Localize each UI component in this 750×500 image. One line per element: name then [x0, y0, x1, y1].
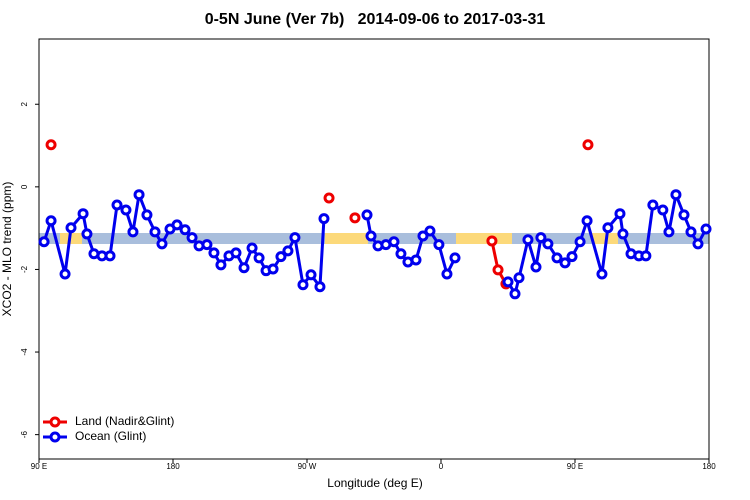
x-tick-label: 180 — [166, 462, 180, 471]
data-point — [323, 192, 335, 204]
x-tick-label: 90 E — [31, 462, 47, 471]
data-point — [388, 236, 400, 248]
data-point — [566, 251, 578, 263]
data-point — [59, 268, 71, 280]
data-point — [171, 219, 183, 231]
data-point — [289, 232, 301, 244]
data-point — [663, 226, 675, 238]
data-point — [640, 250, 652, 262]
data-point — [120, 204, 132, 216]
data-point — [111, 199, 123, 211]
data-point — [133, 189, 145, 201]
data-point — [45, 215, 57, 227]
data-point — [365, 230, 377, 242]
data-point — [361, 209, 373, 221]
y-tick-label: -2 — [20, 265, 29, 273]
data-point — [685, 226, 697, 238]
data-point — [410, 254, 422, 266]
data-point — [314, 281, 326, 293]
legend-marker — [49, 431, 61, 443]
legend-marker — [49, 416, 61, 428]
data-point — [208, 247, 220, 259]
data-point — [305, 269, 317, 281]
data-point — [149, 226, 161, 238]
y-tick-label: -6 — [20, 431, 29, 439]
data-point — [647, 199, 659, 211]
data-point — [318, 213, 330, 225]
data-point — [238, 262, 250, 274]
data-point — [486, 235, 498, 247]
data-point — [81, 228, 93, 240]
data-point — [179, 224, 191, 236]
data-point — [127, 226, 139, 238]
data-point — [559, 257, 571, 269]
data-point — [551, 252, 563, 264]
data-point — [582, 139, 594, 151]
data-point — [509, 288, 521, 300]
data-point — [581, 215, 593, 227]
data-point — [104, 250, 116, 262]
data-point — [215, 259, 227, 271]
x-tick-label: 0 — [439, 462, 444, 471]
data-point — [502, 276, 514, 288]
data-point — [513, 272, 525, 284]
data-point — [141, 209, 153, 221]
data-point — [522, 234, 534, 246]
legend-label: Land (Nadir&Glint) — [75, 414, 174, 428]
x-tick-label: 90 W — [298, 462, 317, 471]
y-axis-title: XCO2 - MLO trend (ppm) — [0, 182, 14, 317]
land-band — [592, 233, 618, 244]
data-point — [45, 139, 57, 151]
x-tick-label: 180 — [702, 462, 716, 471]
x-axis-title: Longitude (deg E) — [327, 476, 422, 490]
data-point — [267, 263, 279, 275]
data-point — [449, 252, 461, 264]
x-tick-label: 90 E — [567, 462, 583, 471]
data-point — [574, 236, 586, 248]
data-point — [670, 189, 682, 201]
land-band — [325, 233, 368, 244]
data-point — [77, 208, 89, 220]
data-point — [535, 232, 547, 244]
data-point — [395, 248, 407, 260]
data-point — [201, 239, 213, 251]
data-point — [700, 223, 712, 235]
y-tick-label: -4 — [20, 348, 29, 356]
data-point — [253, 252, 265, 264]
plot-frame — [38, 38, 710, 460]
data-point — [530, 261, 542, 273]
data-point — [617, 228, 629, 240]
data-point — [349, 212, 361, 224]
land-band — [456, 233, 512, 244]
data-point — [492, 264, 504, 276]
chart-title: 0-5N June (Ver 7b) 2014-09-06 to 2017-03… — [205, 11, 546, 28]
data-point — [657, 204, 669, 216]
data-point — [186, 232, 198, 244]
data-point — [275, 251, 287, 263]
data-point — [156, 238, 168, 250]
data-point — [433, 239, 445, 251]
data-point — [282, 245, 294, 257]
data-point — [297, 279, 309, 291]
data-point — [614, 208, 626, 220]
data-point — [230, 247, 242, 259]
data-point — [417, 230, 429, 242]
data-point — [246, 242, 258, 254]
data-point — [692, 238, 704, 250]
data-point — [678, 209, 690, 221]
data-point — [596, 268, 608, 280]
data-point — [65, 222, 77, 234]
data-point — [38, 236, 50, 248]
data-point — [602, 222, 614, 234]
y-tick-label: 0 — [20, 184, 29, 189]
data-point — [424, 225, 436, 237]
data-point — [441, 268, 453, 280]
legend-label: Ocean (Glint) — [75, 429, 146, 443]
data-point — [542, 238, 554, 250]
y-tick-label: 2 — [20, 101, 29, 106]
